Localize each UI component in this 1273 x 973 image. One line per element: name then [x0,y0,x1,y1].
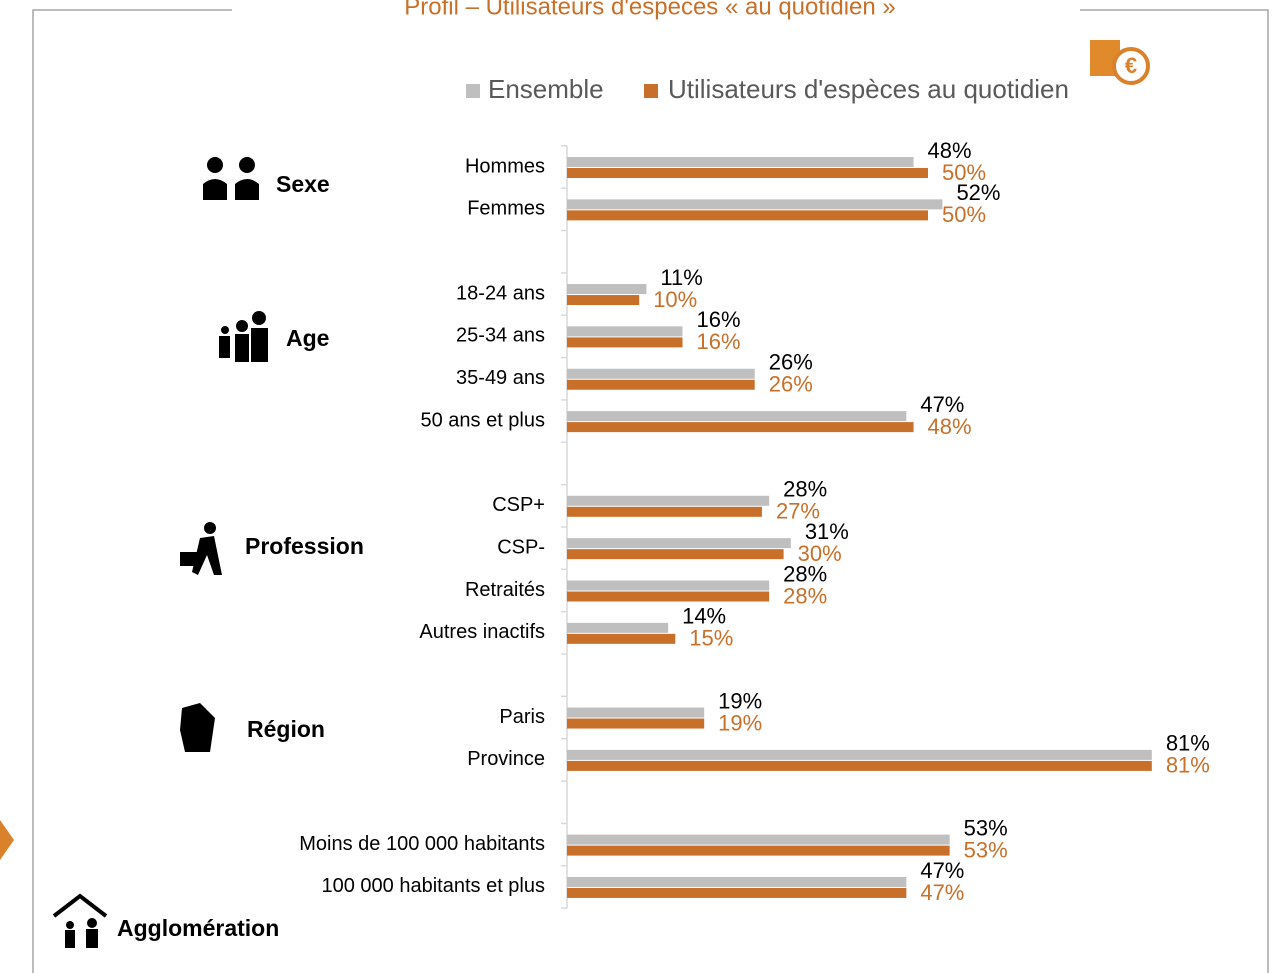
category-label: 25-34 ans [456,325,545,347]
value-label: 81% [1166,753,1210,778]
bar [567,760,1152,771]
value-label: 28% [783,477,827,502]
value-label: 27% [776,499,820,524]
value-label: 31% [805,519,849,544]
bar [567,718,705,729]
value-label: 53% [964,837,1008,862]
bar [567,411,907,422]
frame [32,9,1269,973]
bar [567,295,640,306]
value-label: 26% [769,372,813,397]
bar [567,749,1152,760]
category-label: CSP+ [492,494,545,516]
category-label: 100 000 habitants et plus [321,875,545,897]
bar [567,422,914,433]
bar [567,168,928,178]
category-label: 18-24 ans [456,282,545,304]
value-label: 50% [942,160,986,185]
category-label: CSP- [497,536,545,558]
group-label: Profession [245,533,364,559]
bar [567,157,914,167]
value-label: 47% [920,880,964,905]
group-label: Sexe [276,171,330,197]
legend-swatch [644,84,658,98]
bar [567,834,950,845]
value-label: 47% [920,858,964,883]
bar [567,591,770,602]
legend-swatch [466,84,480,98]
legend-label: Utilisateurs d'espèces au quotidien [668,74,1069,104]
group-label: Région [247,716,325,742]
bar [567,845,950,856]
chart-title: Profil – Utilisateurs d'espèces « au quo… [404,0,896,20]
legend-label: Ensemble [488,74,604,104]
category-label: Hommes [465,155,545,177]
value-label: 15% [689,626,733,651]
value-label: 48% [928,414,972,439]
value-label: 19% [718,710,762,735]
category-label: 50 ans et plus [420,409,545,431]
value-label: 52% [956,180,1000,205]
category-label: Paris [499,706,545,728]
bar [567,199,943,210]
bar [567,284,647,295]
value-label: 16% [697,329,741,354]
value-label: 11% [660,265,702,290]
bar [567,326,683,337]
bar [567,633,676,644]
value-label: 30% [798,541,842,566]
coin-icon: € [1090,40,1150,85]
bar [567,549,784,560]
category-label: Autres inactifs [419,621,545,643]
value-label: 47% [920,392,964,417]
bar [567,337,683,348]
value-label: 53% [964,815,1008,840]
bar [567,622,669,633]
bar [567,506,762,517]
value-label: 19% [718,688,762,713]
icons [52,157,268,948]
value-label: 16% [697,307,741,332]
category-label: Province [467,748,545,770]
category-label: Femmes [467,198,545,220]
group-label: Agglomération [117,915,279,941]
category-label: 35-49 ans [456,367,545,389]
value-label: 81% [1166,731,1210,756]
bar [567,495,770,506]
bar [567,580,770,591]
bar [567,368,755,379]
value-label: 28% [783,583,827,608]
bar [567,379,755,390]
value-label: 48% [928,138,972,163]
value-label: 10% [653,287,697,312]
value-label: 28% [783,561,827,586]
side-marker [0,820,14,860]
category-label: Retraités [465,579,545,601]
bar [567,887,907,898]
group-label: Age [286,325,329,351]
bar [567,876,907,887]
svg-text:€: € [1125,53,1137,78]
value-label: 14% [682,604,726,629]
bar [567,538,791,549]
bar [567,707,705,718]
category-label: Moins de 100 000 habitants [299,833,545,855]
value-label: 26% [769,350,813,375]
value-label: 50% [942,202,986,227]
bar [567,210,928,221]
